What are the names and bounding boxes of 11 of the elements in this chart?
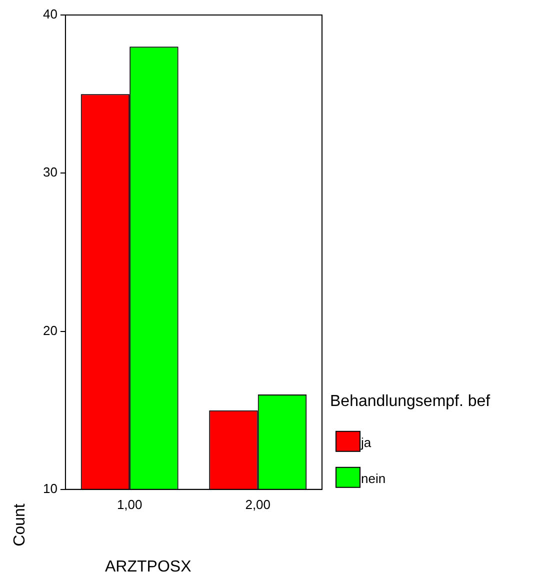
legend-title: Behandlungsempf. bef: [330, 392, 491, 410]
x-tick-label: 2,00: [245, 496, 271, 512]
y-tick-label: 30: [42, 164, 58, 180]
legend-label: nein: [361, 470, 386, 486]
y-tick-label: 10: [42, 480, 58, 496]
y-axis-title: Count: [11, 503, 28, 546]
legend-label: ja: [360, 434, 372, 450]
y-tick-label: 40: [42, 6, 58, 22]
y-tick-label: 20: [42, 322, 58, 338]
x-tick-label: 1,00: [116, 496, 142, 512]
x-axis-title: ARZTPOSX: [105, 558, 192, 576]
